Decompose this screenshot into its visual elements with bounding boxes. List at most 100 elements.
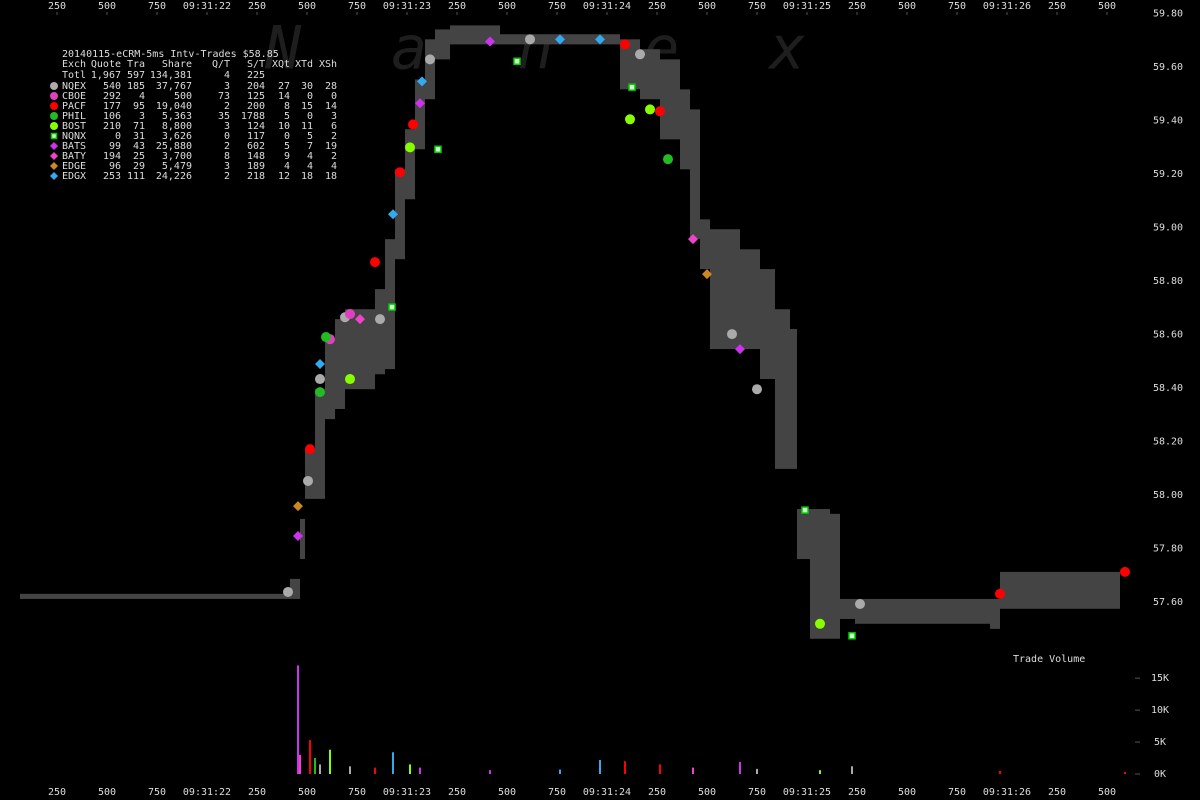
spread-band	[840, 598, 855, 619]
volume-bar	[392, 752, 394, 774]
trade-point	[425, 54, 435, 65]
spread-band	[395, 169, 405, 260]
y-tick-label: 59.60	[1153, 62, 1183, 73]
volume-title: Trade Volume	[1013, 654, 1085, 665]
trade-point	[513, 57, 521, 66]
table-header: Exch	[62, 59, 86, 70]
spread-band	[740, 249, 760, 350]
table-cell: 500	[174, 91, 192, 102]
legend-label: NQNX	[62, 131, 86, 142]
spread-band	[660, 59, 680, 140]
table-cell: 597	[127, 70, 145, 81]
spread-band	[710, 229, 740, 350]
trade-point	[645, 104, 655, 115]
trade-point	[1120, 566, 1130, 577]
table-cell: 71	[133, 121, 145, 132]
table-cell: 19	[325, 141, 337, 152]
spread-band	[290, 578, 300, 599]
volume-bar	[1124, 772, 1126, 774]
trade-point	[628, 83, 636, 91]
trade-point	[855, 598, 865, 609]
volume-bar	[659, 764, 661, 774]
trade-point	[388, 209, 398, 220]
x-tick-label-top: 250	[48, 1, 66, 12]
table-cell: 25,880	[156, 141, 192, 152]
table-cell: 10	[278, 121, 290, 132]
x-tick-label-top: 250	[648, 1, 666, 12]
legend-marker	[50, 102, 58, 110]
y-tick-label: 57.80	[1153, 543, 1183, 554]
spread-band	[305, 449, 315, 499]
trade-point	[752, 384, 762, 395]
legend-label: BATS	[62, 141, 86, 152]
table-cell: 3,700	[162, 151, 192, 162]
spread-band	[360, 309, 375, 390]
spread-band	[610, 34, 620, 45]
trade-point	[434, 145, 442, 154]
table-cell: 8	[224, 151, 230, 162]
table-cell: 25	[133, 151, 145, 162]
table-cell: 200	[247, 101, 265, 112]
x-tick-label-bottom: 250	[1048, 787, 1066, 798]
table-cell: 134,381	[150, 70, 192, 81]
x-tick-label-top: 750	[548, 1, 566, 12]
trade-point	[315, 387, 325, 398]
table-cell: 30	[301, 81, 313, 92]
y-tick-label: 58.00	[1153, 490, 1183, 501]
table-cell: 7	[307, 141, 313, 152]
trade-point	[315, 374, 325, 385]
trade-point	[702, 269, 712, 280]
x-tick-label-top: 500	[98, 1, 116, 12]
legend-marker	[50, 152, 58, 160]
trade-point	[848, 632, 856, 640]
legend-label: EDGX	[62, 171, 86, 182]
spread-band	[640, 49, 660, 100]
table-cell: 0	[284, 131, 290, 142]
volume-bar	[409, 764, 411, 774]
legend-label: NQEX	[62, 81, 86, 92]
volume-bar	[329, 749, 331, 774]
trade-point	[620, 39, 630, 50]
x-tick-label-bottom: 750	[948, 787, 966, 798]
y-tick-label: 58.80	[1153, 276, 1183, 287]
table-header: Share	[162, 59, 192, 70]
table-cell: 3	[139, 111, 145, 122]
trade-point	[555, 34, 565, 45]
trade-point	[801, 506, 809, 514]
spread-band	[700, 219, 710, 270]
legend-label: PACF	[62, 101, 86, 112]
legend-marker	[50, 172, 58, 180]
x-tick-label-top: 750	[948, 1, 966, 12]
table-cell: 1788	[241, 111, 265, 122]
table-cell: 14	[278, 91, 290, 102]
x-tick-label-bottom: 09:31:26	[983, 787, 1031, 798]
trade-point	[355, 314, 365, 325]
table-header: XTd	[295, 59, 313, 70]
y-tick-label: 57.60	[1153, 597, 1183, 608]
volume-bar	[489, 770, 491, 774]
y-tick-label: 59.00	[1153, 222, 1183, 233]
trade-point	[321, 332, 331, 343]
legend-label: BOST	[62, 121, 86, 132]
table-cell: 124	[247, 121, 265, 132]
trade-point	[417, 76, 427, 87]
table-cell: 5,479	[162, 161, 192, 172]
table-cell: 24,226	[156, 171, 192, 182]
table-cell: 2	[224, 101, 230, 112]
legend-marker	[50, 122, 58, 130]
table-header: XSh	[319, 59, 337, 70]
spread-band	[790, 329, 797, 469]
spread-band	[325, 339, 335, 420]
y-tick-label: 58.40	[1153, 383, 1183, 394]
table-row-name: Totl	[62, 70, 86, 81]
table-cell: 2	[224, 171, 230, 182]
x-tick-label-bottom: 09:31:23	[383, 787, 431, 798]
spread-band	[300, 518, 305, 560]
table-cell: 106	[103, 111, 121, 122]
table-cell: 218	[247, 171, 265, 182]
trade-point	[405, 142, 415, 153]
trade-point	[370, 257, 380, 268]
spread-band	[690, 109, 700, 240]
legend-marker	[50, 162, 58, 170]
